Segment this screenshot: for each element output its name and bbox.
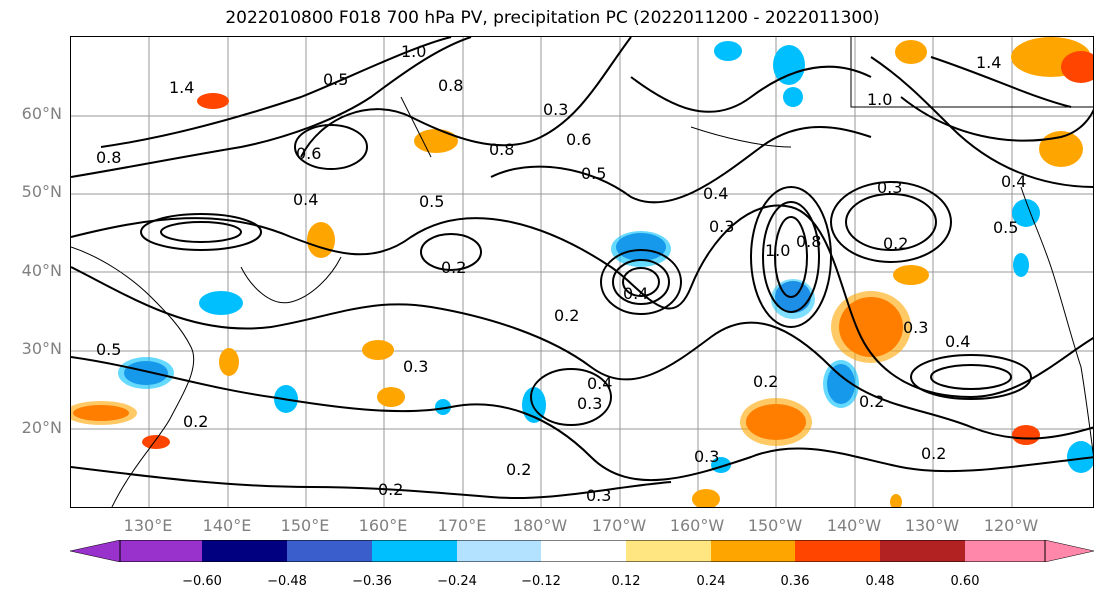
- lon-label-160e: 160°E: [358, 516, 408, 535]
- contour-label: 0.8: [796, 232, 821, 251]
- contour-label: 0.3: [709, 217, 734, 236]
- contour-label: 0.5: [581, 164, 606, 183]
- contour-label: 0.3: [903, 318, 928, 337]
- lat-label-30n: 30°N: [21, 339, 62, 358]
- contour-label: 0.2: [441, 258, 466, 277]
- contour-label: 1.4: [169, 78, 194, 97]
- contour-label: 1.0: [867, 90, 892, 109]
- contour-label: 0.8: [96, 148, 121, 167]
- contour-label: 1.4: [976, 53, 1001, 72]
- contour-label: 0.4: [293, 190, 318, 209]
- lat-label-40n: 40°N: [21, 261, 62, 280]
- coastlines: [71, 37, 1093, 507]
- colorbar-bin: [795, 540, 880, 562]
- graticule: [71, 37, 1093, 507]
- contour-label: 0.2: [506, 460, 531, 479]
- map-canvas: 1.4 1.0 0.8 0.5 0.6 0.8 0.3 0.6 0.8 0.4 …: [71, 37, 1093, 507]
- colorbar-tick: −0.36: [352, 574, 392, 589]
- precip-shading: [71, 37, 1093, 507]
- lon-label-180w: 180°W: [512, 516, 568, 535]
- contour-label: 0.6: [296, 144, 321, 163]
- map-panel[interactable]: 1.4 1.0 0.8 0.5 0.6 0.8 0.3 0.6 0.8 0.4 …: [70, 36, 1094, 508]
- colorbar-bin: [626, 540, 711, 562]
- colorbar-bin: [965, 540, 1045, 562]
- contour-label: 1.0: [401, 42, 426, 61]
- colorbar-bin: [202, 540, 287, 562]
- contour-label: 1.0: [765, 241, 790, 260]
- lat-label-60n: 60°N: [21, 104, 62, 123]
- lon-label-170e: 170°E: [437, 516, 487, 535]
- colorbar-bin: [120, 540, 202, 562]
- colorbar-tick: 0.12: [611, 574, 641, 589]
- colorbar-tick: 0.48: [865, 574, 895, 589]
- map-title: 2022010800 F018 700 hPa PV, precipitatio…: [225, 8, 880, 28]
- contour-label: 0.4: [587, 374, 612, 393]
- contour-label: 0.4: [945, 332, 970, 351]
- colorbar-bin: [880, 540, 965, 562]
- contour-label: 0.5: [993, 218, 1018, 237]
- contour-label: 0.5: [323, 70, 348, 89]
- contour-label: 0.4: [1001, 172, 1026, 191]
- lon-label-130e: 130°E: [123, 516, 173, 535]
- contour-label: 0.4: [703, 184, 728, 203]
- colorbar-tick: −0.24: [437, 574, 477, 589]
- contour-label: 0.6: [566, 130, 591, 149]
- colorbar-tick: 0.60: [950, 574, 980, 589]
- contour-label: 0.2: [378, 480, 403, 499]
- colorbar-bin: [287, 540, 372, 562]
- contour-label: 0.2: [883, 234, 908, 253]
- lon-label-160w: 160°W: [669, 516, 725, 535]
- contour-labels: 1.4 1.0 0.8 0.5 0.6 0.8 0.3 0.6 0.8 0.4 …: [96, 42, 1026, 505]
- contour-label: 0.3: [543, 100, 568, 119]
- colorbar-tick: 0.24: [696, 574, 726, 589]
- colorbar-bin: [457, 540, 541, 562]
- colorbar: [70, 540, 1094, 562]
- colorbar-bin: [541, 540, 626, 562]
- colorbar-bin: [372, 540, 457, 562]
- lon-label-140w: 140°W: [826, 516, 882, 535]
- contour-label: 0.3: [694, 447, 719, 466]
- colorbar-tick: −0.48: [267, 574, 307, 589]
- lat-label-20n: 20°N: [21, 418, 62, 437]
- contour-label: 0.3: [586, 486, 611, 505]
- lon-label-150e: 150°E: [280, 516, 330, 535]
- contour-label: 0.2: [554, 306, 579, 325]
- colorbar-bin: [711, 540, 795, 562]
- contour-label: 0.3: [577, 394, 602, 413]
- colorbar-extend-high: [1044, 540, 1094, 562]
- lon-label-130w: 130°W: [904, 516, 960, 535]
- contour-label: 0.2: [753, 372, 778, 391]
- contour-label: 0.8: [438, 76, 463, 95]
- lon-label-140e: 140°E: [202, 516, 252, 535]
- lat-label-50n: 50°N: [21, 182, 62, 201]
- contour-label: 0.5: [419, 192, 444, 211]
- colorbar-tick: −0.60: [182, 574, 222, 589]
- contour-label: 0.8: [489, 140, 514, 159]
- pv-contours: [71, 37, 1093, 500]
- colorbar-extend-low: [70, 540, 121, 562]
- contour-label: 0.3: [877, 178, 902, 197]
- contour-label: 0.2: [859, 392, 884, 411]
- contour-label: 0.5: [96, 340, 121, 359]
- lon-label-150w: 150°W: [747, 516, 803, 535]
- contour-label: 0.4: [623, 284, 648, 303]
- contour-label: 0.2: [921, 444, 946, 463]
- contour-label: 0.3: [403, 357, 428, 376]
- colorbar-tick: −0.12: [521, 574, 561, 589]
- lon-label-170w: 170°W: [591, 516, 647, 535]
- contour-label: 0.2: [183, 412, 208, 431]
- colorbar-tick: 0.36: [780, 574, 810, 589]
- lon-label-120w: 120°W: [983, 516, 1039, 535]
